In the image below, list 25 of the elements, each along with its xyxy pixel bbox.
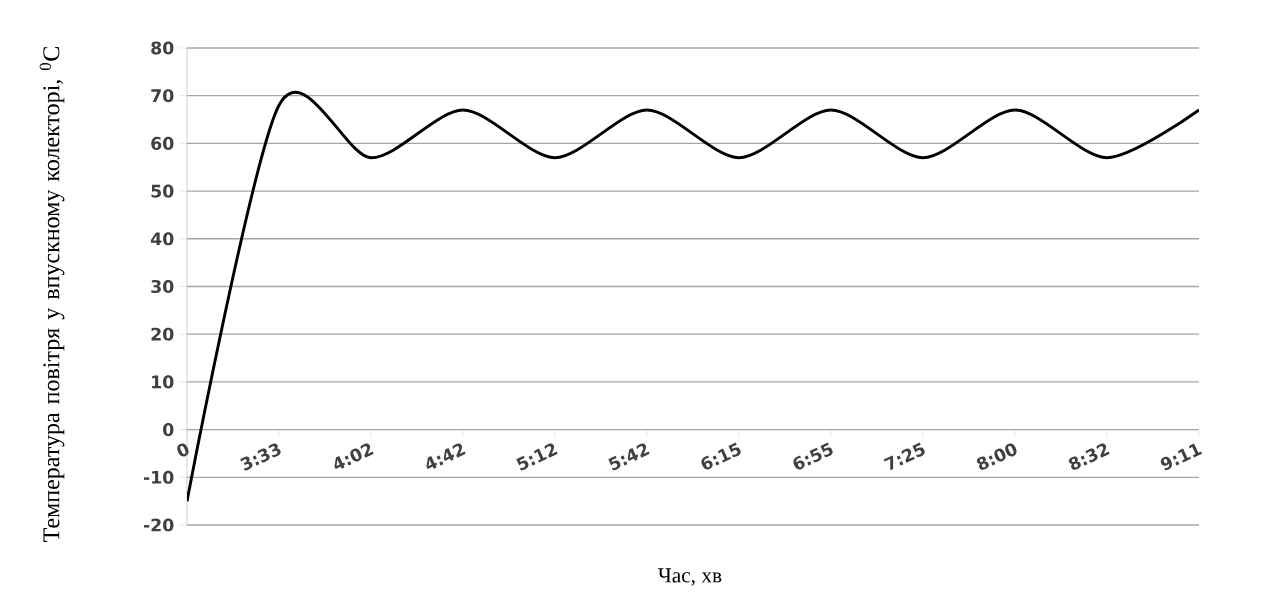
y-tick-label: 60 xyxy=(151,136,174,150)
x-tick-label: 8:00 xyxy=(976,443,1017,470)
y-axis-title: Температура повітря у впускному колекторі, $^{0}$С xyxy=(39,47,65,542)
y-tick-label: 70 xyxy=(151,89,174,103)
x-tick-label: 7:25 xyxy=(883,442,925,471)
y-tick-label: 80 xyxy=(151,41,174,55)
x-tick-label: 0 xyxy=(177,443,189,457)
x-tick-label: 8:32 xyxy=(1068,443,1110,470)
x-tick-label: 6:15 xyxy=(701,442,741,470)
y-tick-label: 30 xyxy=(151,279,174,294)
y-tick-label: 50 xyxy=(151,184,174,198)
x-tick-label: 5:12 xyxy=(516,443,558,471)
x-tick-label: 5:42 xyxy=(608,443,650,471)
y-tick-label: 10 xyxy=(152,375,174,389)
x-axis-title: Час, хв xyxy=(658,568,722,586)
y-tick-label: -10 xyxy=(143,470,174,484)
y-tick-label: 20 xyxy=(151,327,174,341)
y-tick-label: 40 xyxy=(150,232,174,246)
y-tick-label: 0 xyxy=(163,423,174,437)
x-tick-label: 4:42 xyxy=(426,443,466,469)
x-tick-label: 9:11 xyxy=(1160,443,1202,471)
y-tick-label: -20 xyxy=(143,518,174,532)
x-tick-label: 4:02 xyxy=(334,443,374,469)
x-tick-label: 6:55 xyxy=(793,442,833,470)
x-tick-label: 3:33 xyxy=(240,443,281,471)
